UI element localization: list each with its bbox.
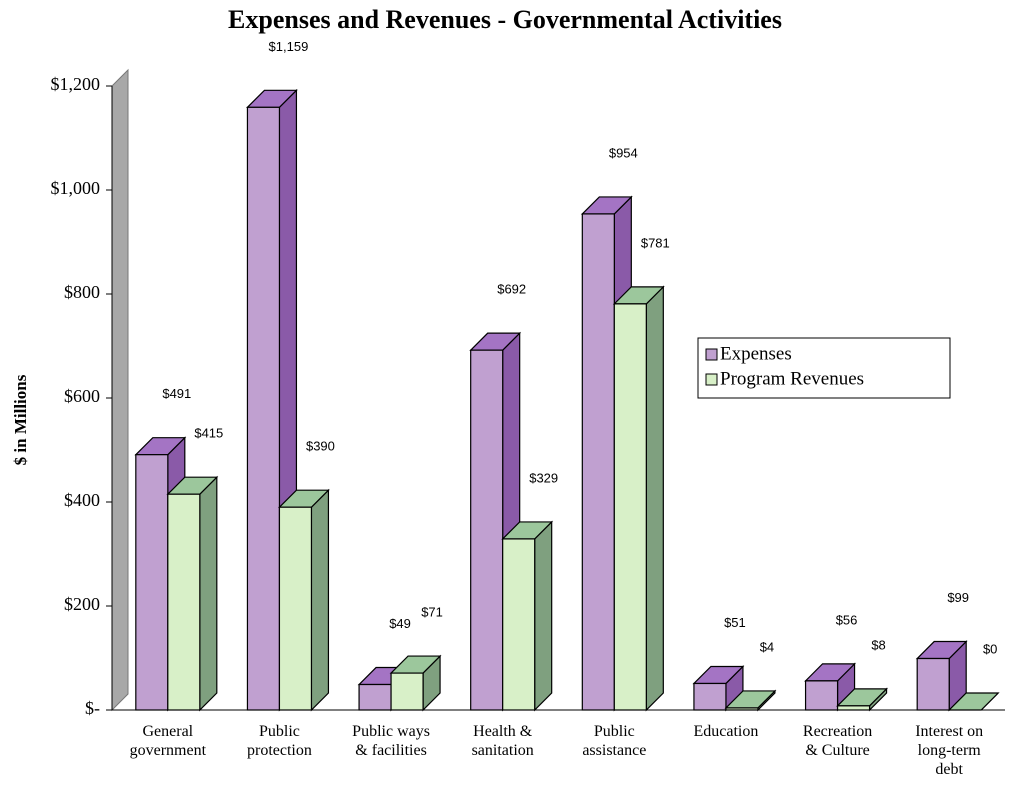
x-tick-label: Interest on long-term debt (915, 723, 984, 778)
bar (389, 654, 442, 712)
value-label: $51 (724, 615, 746, 630)
bar-top (947, 692, 1000, 711)
bar-front (358, 683, 392, 711)
bar (166, 475, 219, 712)
y-tick-label: $200 (64, 594, 100, 614)
x-tick-label: Public ways & facilities (352, 723, 430, 759)
bar-front (916, 657, 950, 711)
value-label: $99 (947, 590, 969, 605)
value-label: $71 (421, 605, 443, 620)
bar-front (278, 506, 313, 711)
x-tick-label: Public assistance (582, 723, 647, 759)
y-tick-label: $400 (64, 490, 100, 510)
y-axis-label: $ in Millions (11, 374, 30, 465)
y-tick-label: $800 (64, 282, 100, 302)
value-label: $49 (389, 616, 411, 631)
bar-front (613, 303, 647, 711)
value-label: $329 (529, 470, 558, 485)
value-label: $491 (162, 386, 191, 401)
value-label: $954 (609, 145, 638, 160)
bar (501, 520, 554, 712)
bar-front (725, 707, 759, 711)
bar (245, 88, 298, 712)
bar-front (804, 680, 839, 711)
legend-swatch (705, 373, 718, 386)
x-tick-label: Health & sanitation (471, 723, 534, 759)
chart-title: Expenses and Revenues - Governmental Act… (228, 5, 782, 34)
legend-swatch (705, 348, 718, 361)
value-label: $415 (194, 426, 223, 441)
bar-front (502, 538, 536, 711)
bar-front (836, 705, 871, 711)
value-label: $8 (871, 637, 885, 652)
value-label: $692 (497, 282, 526, 297)
bar-front (390, 672, 424, 711)
y-tick-label: $1,000 (51, 178, 101, 198)
bar (692, 665, 745, 712)
y-tick-label: $1,200 (51, 74, 101, 94)
x-tick-label: Public protection (247, 723, 312, 759)
y-tick-label: $- (85, 698, 100, 718)
bar (836, 687, 889, 712)
legend-box (697, 337, 951, 399)
bar-side (645, 285, 664, 712)
value-label: $4 (760, 639, 774, 654)
value-label: $0 (983, 641, 997, 656)
bar (612, 285, 665, 712)
bar (947, 692, 1000, 711)
bar-front (581, 213, 615, 711)
value-label: $390 (306, 439, 335, 454)
bar-front (693, 682, 727, 711)
value-label: $1,159 (269, 39, 309, 54)
legend-label: Program Revenues (720, 368, 864, 389)
bar-side (534, 520, 553, 712)
bar-front (167, 493, 201, 711)
x-tick-label: Recreation & Culture (802, 723, 873, 759)
bar (724, 689, 777, 712)
x-tick-label: Education (693, 723, 759, 740)
legend-label: Expenses (720, 343, 792, 364)
value-label: $781 (641, 235, 670, 250)
bar (277, 488, 330, 712)
value-label: $56 (836, 612, 858, 627)
bar-side (310, 488, 330, 712)
y-tick-label: $600 (64, 386, 100, 406)
bar (804, 662, 857, 712)
back-wall (111, 68, 129, 712)
bar-front (470, 349, 504, 711)
bar-front (246, 106, 281, 711)
x-tick-label: General government (129, 723, 207, 759)
bar-side (199, 475, 218, 712)
bar-front (135, 454, 169, 711)
